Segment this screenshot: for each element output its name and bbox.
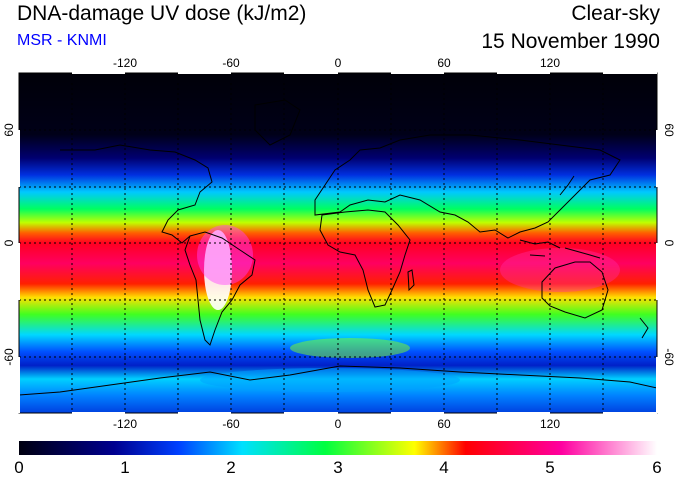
lon-label-bottom: -60: [222, 417, 240, 431]
colorbar-label: 4: [439, 458, 449, 477]
lon-label-bottom: 60: [437, 417, 451, 431]
lon-label-top: -60: [222, 56, 240, 70]
lon-label-top: 60: [437, 56, 451, 70]
lat-label-left: 0: [2, 239, 16, 246]
map-title: DNA-damage UV dose (kJ/m2): [17, 2, 307, 25]
colorbar-label: 5: [545, 458, 555, 477]
lon-label-bottom: 120: [540, 417, 560, 431]
frame-scale: [17, 71, 659, 415]
lat-label-left: 60: [2, 123, 16, 137]
date-label: 15 November 1990: [481, 30, 660, 53]
sky-condition-label: Clear-sky: [571, 2, 660, 25]
lon-label-top: 0: [335, 56, 342, 70]
colorbar-label: 2: [226, 458, 236, 477]
lat-label-right: 0: [662, 240, 676, 247]
lat-label-left: -60: [2, 348, 16, 366]
lon-label-top: -120: [113, 56, 137, 70]
lon-label-top: 120: [540, 56, 560, 70]
lon-label-bottom: -120: [113, 417, 137, 431]
colorbar-label: 6: [652, 458, 662, 477]
lon-label-bottom: 0: [335, 417, 342, 431]
colorbar-label: 1: [120, 458, 130, 477]
lat-label-right: 60: [662, 123, 676, 137]
lat-label-right: -60: [662, 348, 676, 366]
colorbar-label: 0: [14, 458, 24, 477]
colorbar: [19, 441, 657, 455]
source-label: MSR - KNMI: [17, 32, 107, 49]
gridlines: [19, 73, 657, 413]
colorbar-label: 3: [333, 458, 343, 477]
